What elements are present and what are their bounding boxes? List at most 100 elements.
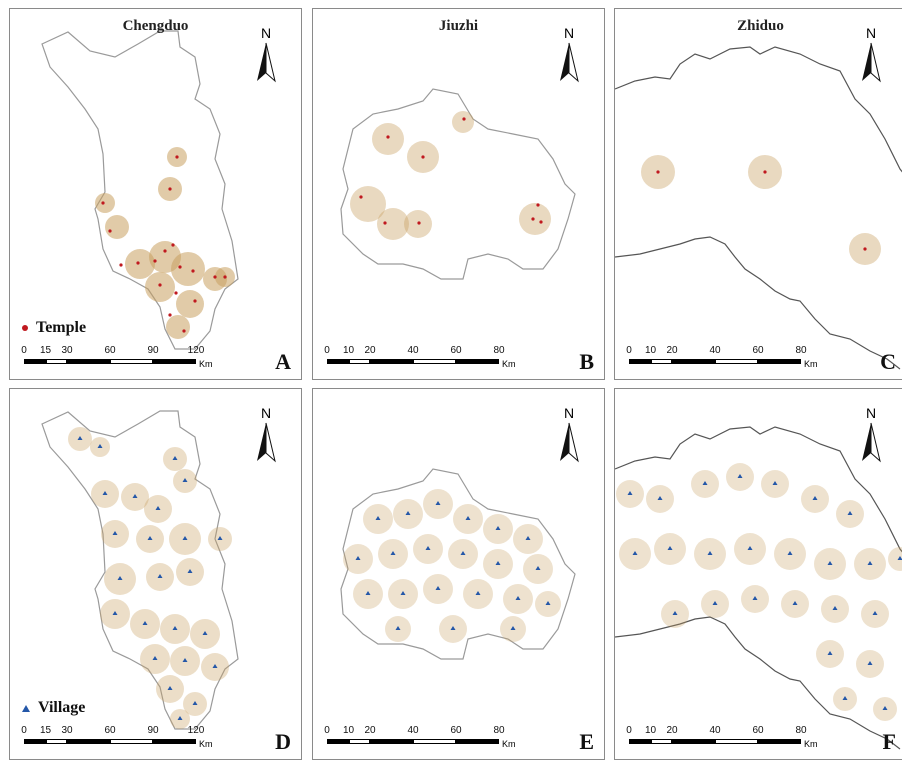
scale-segment (370, 739, 413, 744)
panel-letter: A (275, 349, 291, 375)
scale-unit: Km (199, 359, 213, 369)
scale-tick-label: 0 (626, 725, 632, 736)
scale-segment (110, 739, 153, 744)
village-triangle-icon (22, 705, 30, 712)
scale-segment (46, 359, 68, 364)
village-buffers (343, 489, 561, 643)
scale-unit: Km (199, 739, 213, 749)
panel-letter: C (880, 349, 896, 375)
temple-buffers (95, 147, 235, 339)
scale-tick-label: 40 (407, 725, 418, 736)
scale-tick-label: 40 (709, 725, 720, 736)
scale-bar: 0 10 20 40 60 80 Km (623, 345, 833, 375)
svg-text:N: N (564, 405, 574, 421)
scale-segment (672, 739, 715, 744)
scale-unit: Km (502, 739, 516, 749)
region-boundary (42, 411, 238, 729)
scale-tick-label: 0 (626, 345, 632, 356)
scale-tick-label: 0 (324, 725, 330, 736)
scale-segment (349, 359, 371, 364)
scale-tick-label: 15 (40, 725, 51, 736)
scale-unit: Km (804, 739, 818, 749)
scale-segment (413, 359, 456, 364)
scale-tick-label: 40 (709, 345, 720, 356)
panel-e: N 0 10 20 40 60 80 Km E (312, 388, 605, 760)
scale-tick-label: 60 (104, 725, 115, 736)
scale-segment (67, 359, 110, 364)
scale-segment (24, 739, 46, 744)
scale-segment (651, 359, 673, 364)
scale-tick-label: 15 (40, 345, 51, 356)
north-arrow-icon: N (858, 405, 884, 465)
scale-tick-label: 120 (188, 725, 205, 736)
scale-segment (629, 359, 651, 364)
scale-segment (349, 739, 371, 744)
scale-tick-label: 0 (21, 725, 27, 736)
scale-segment (327, 739, 349, 744)
scale-tick-label: 80 (795, 345, 806, 356)
scale-segment (413, 739, 456, 744)
legend-label: Temple (36, 319, 86, 337)
scale-tick-label: 20 (666, 725, 677, 736)
village-buffers (68, 427, 232, 729)
village-buffers (616, 463, 902, 721)
scale-segment (651, 739, 673, 744)
scale-segment (672, 359, 715, 364)
scale-segment (456, 739, 499, 744)
scale-tick-label: 40 (407, 345, 418, 356)
svg-text:N: N (564, 25, 574, 41)
scale-tick-label: 10 (645, 345, 656, 356)
panel-letter: B (579, 349, 594, 375)
temple-buffers (350, 111, 551, 240)
temple-buffers (641, 155, 881, 265)
scale-segment (153, 739, 196, 744)
scale-unit: Km (804, 359, 818, 369)
scale-segment (46, 739, 68, 744)
scale-tick-label: 20 (666, 345, 677, 356)
legend-village: Village (22, 699, 85, 717)
svg-text:N: N (866, 25, 876, 41)
scale-tick-label: 0 (21, 345, 27, 356)
legend-label: Village (38, 699, 85, 717)
scale-bar: 0 10 20 40 60 80 Km (321, 725, 531, 755)
scale-segment (67, 739, 110, 744)
scale-tick-label: 80 (493, 725, 504, 736)
scale-segment (110, 359, 153, 364)
scale-segment (24, 359, 46, 364)
region-boundary (42, 31, 238, 349)
scale-tick-label: 90 (147, 345, 158, 356)
svg-text:N: N (261, 405, 271, 421)
scale-tick-label: 20 (364, 345, 375, 356)
north-arrow-icon: N (556, 25, 582, 85)
scale-segment (758, 359, 801, 364)
scale-tick-label: 60 (752, 345, 763, 356)
north-arrow-icon: N (858, 25, 884, 85)
north-arrow-icon: N (253, 405, 279, 465)
panel-letter: D (275, 729, 291, 755)
scale-bar: 0 10 20 40 60 80 Km (623, 725, 833, 755)
scale-segment (758, 739, 801, 744)
scale-segment (715, 739, 758, 744)
scale-segment (715, 359, 758, 364)
scale-segment (327, 359, 349, 364)
scale-tick-label: 60 (450, 345, 461, 356)
scale-tick-label: 30 (61, 725, 72, 736)
scale-tick-label: 10 (343, 725, 354, 736)
scale-tick-label: 60 (752, 725, 763, 736)
scale-tick-label: 10 (645, 725, 656, 736)
scale-segment (153, 359, 196, 364)
scale-tick-label: 60 (104, 345, 115, 356)
scale-tick-label: 60 (450, 725, 461, 736)
scale-segment (456, 359, 499, 364)
scale-tick-label: 80 (795, 725, 806, 736)
panel-letter: E (579, 729, 594, 755)
scale-tick-label: 20 (364, 725, 375, 736)
